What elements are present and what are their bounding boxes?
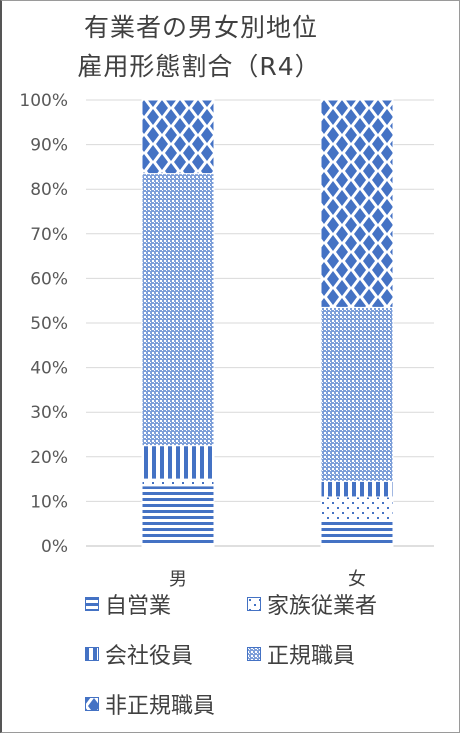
- bar-segment-vlines: [320, 480, 394, 498]
- legend-label: 自営業: [105, 594, 172, 619]
- bar-segment-hlines: [141, 485, 215, 547]
- bar-segment-hlines: [320, 520, 394, 547]
- legend-swatch: [85, 647, 99, 661]
- y-tick-label: 40%: [30, 359, 68, 379]
- bar-segment-diamonds: [141, 99, 215, 175]
- legend-label: 会社役員: [105, 644, 194, 669]
- chart-title-line1: 有業者の男女別地位: [83, 13, 318, 42]
- y-tick-label: 20%: [30, 448, 68, 468]
- y-tick-label: 80%: [30, 180, 68, 200]
- bar-segment-grid: [141, 173, 215, 447]
- y-tick-label: 90%: [30, 136, 68, 156]
- bar-segment-diamonds: [320, 99, 394, 308]
- category-label: 男: [169, 569, 187, 590]
- y-tick-label: 10%: [30, 492, 68, 512]
- legend-swatch: [247, 597, 261, 611]
- legend-label: 非正規職員: [105, 694, 216, 719]
- legend-item: 家族従業者: [247, 588, 377, 620]
- chart-title-line2: 雇用形態割合（R4）: [77, 52, 321, 81]
- bar-segment-grid: [320, 306, 394, 482]
- y-tick-label: 30%: [30, 403, 68, 423]
- legend-swatch: [85, 597, 99, 611]
- legend-swatch: [247, 647, 261, 661]
- y-tick-label: 0%: [41, 537, 68, 557]
- bar-segment-dots: [320, 496, 394, 522]
- legend-item: 会社役員: [85, 638, 193, 670]
- legend-label: 家族従業者: [267, 594, 378, 619]
- y-tick-label: 60%: [30, 269, 68, 289]
- bar-segment-vlines: [141, 445, 215, 480]
- legend-swatch: [85, 697, 99, 711]
- y-tick-label: 50%: [30, 314, 68, 334]
- legend-label: 正規職員: [267, 644, 356, 669]
- legend-item: 非正規職員: [85, 688, 215, 720]
- bar-segment-dots: [141, 478, 215, 487]
- y-tick-label: 100%: [19, 91, 68, 111]
- y-tick-label: 70%: [30, 225, 68, 245]
- category-label: 女: [348, 569, 366, 590]
- legend-item: 自営業: [85, 588, 171, 620]
- legend-item: 正規職員: [247, 638, 355, 670]
